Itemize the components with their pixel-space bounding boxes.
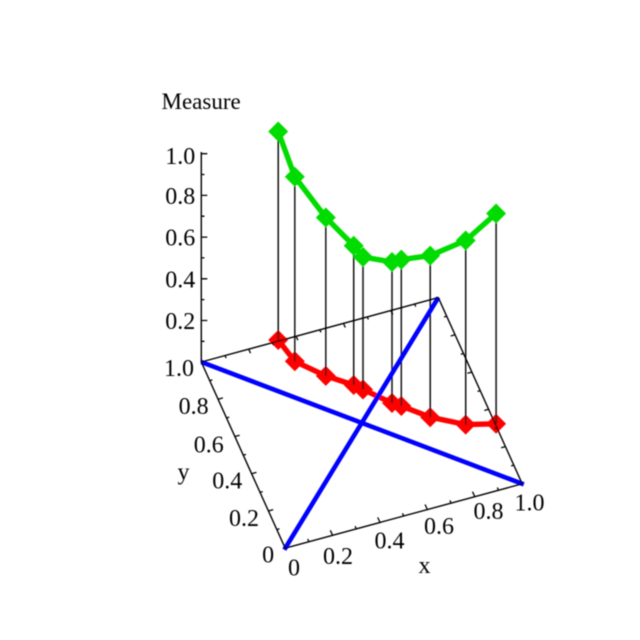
svg-text:0.6: 0.6 [194,432,224,458]
svg-text:0.4: 0.4 [212,469,242,495]
svg-text:1.0: 1.0 [164,356,194,382]
svg-text:1.0: 1.0 [515,491,545,517]
svg-text:0.2: 0.2 [229,506,259,532]
svg-text:0.8: 0.8 [474,499,504,525]
svg-text:0: 0 [262,543,274,569]
svg-text:0.2: 0.2 [323,544,353,570]
svg-text:0.2: 0.2 [165,309,195,335]
svg-text:0.8: 0.8 [179,394,209,420]
svg-text:0: 0 [288,556,300,582]
svg-text:1.0: 1.0 [165,144,195,170]
svg-text:Measure: Measure [162,89,241,114]
svg-text:0.4: 0.4 [165,267,195,293]
svg-text:0.4: 0.4 [375,529,405,555]
svg-text:x: x [419,553,431,579]
svg-text:y: y [178,460,190,486]
svg-text:0.8: 0.8 [165,184,195,210]
svg-text:0.6: 0.6 [165,226,195,252]
svg-text:0.6: 0.6 [424,514,454,540]
